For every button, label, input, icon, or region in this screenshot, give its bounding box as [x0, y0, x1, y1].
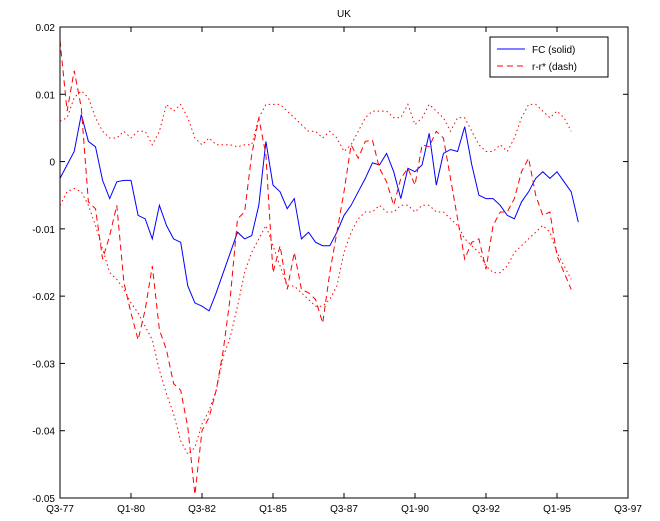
y-tick-label: 0.02 — [36, 23, 56, 34]
series-line-fc — [59, 114, 579, 312]
series-line-r-r-star — [59, 40, 572, 495]
x-tick-label: Q3-82 — [188, 504, 216, 515]
x-tick-label: Q3-97 — [614, 504, 642, 515]
chart-title: UK — [337, 9, 351, 20]
y-tick-label: 0.01 — [36, 90, 56, 101]
series-line-dotted-band-3 — [59, 187, 572, 456]
x-tick-label: Q1-85 — [259, 504, 287, 515]
legend: FC (solid) r-r* (dash) — [489, 36, 609, 78]
legend-entry-rr: r-r* (dash) — [532, 62, 577, 73]
x-tick-label: Q3-92 — [472, 504, 500, 515]
x-axis: Q3-77 Q1-80 Q3-82 Q1-85 Q3-87 Q1-90 Q3-92 Q1-95… — [46, 27, 642, 515]
series-layer — [59, 40, 579, 495]
legend-entry-fc: FC (solid) — [532, 45, 575, 56]
series-line-dotted-band-2 — [59, 90, 572, 153]
y-axis: 0.02 0.01 0 -0.01 -0.02 -0.03 -0.04 -0.05 — [32, 23, 628, 505]
y-tick-label: -0.03 — [32, 359, 55, 370]
x-tick-label: Q1-80 — [117, 504, 145, 515]
x-tick-label: Q3-87 — [330, 504, 358, 515]
y-tick-label: 0 — [49, 158, 55, 169]
y-tick-label: -0.04 — [32, 427, 55, 438]
x-tick-label: Q1-90 — [401, 504, 429, 515]
y-tick-label: -0.01 — [32, 225, 55, 236]
y-tick-label: -0.05 — [32, 494, 55, 505]
x-tick-label: Q1-95 — [543, 504, 571, 515]
x-tick-label: Q3-77 — [46, 504, 74, 515]
legend-box — [489, 36, 609, 78]
plot-frame — [59, 26, 629, 499]
y-tick-label: -0.02 — [32, 292, 55, 303]
